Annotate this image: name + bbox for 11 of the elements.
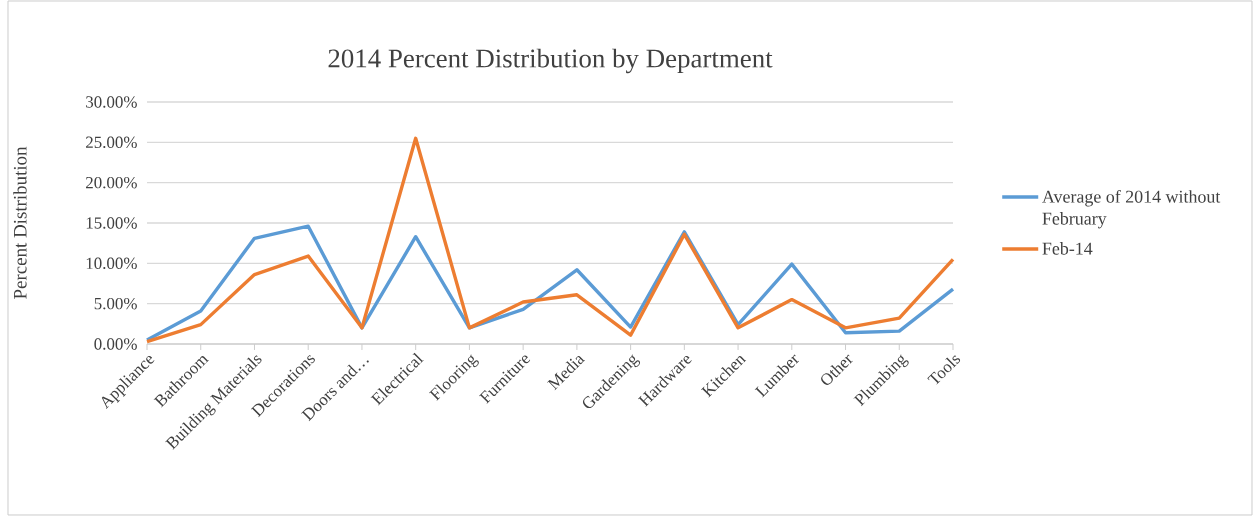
y-tick-label: 15.00% <box>86 217 137 229</box>
y-tick-label: 30.00% <box>86 96 137 108</box>
legend-label: Average of 2014 without February <box>1042 189 1221 229</box>
legend-label: Feb-14 <box>1042 242 1093 255</box>
y-tick-label: 5.00% <box>94 297 137 310</box>
y-axis-title: Percent Distribution <box>13 146 27 299</box>
y-tick-label: 20.00% <box>86 176 137 189</box>
y-tick-label: 10.00% <box>86 257 137 270</box>
chart-title: 2014 Percent Distribution by Department <box>328 48 773 74</box>
y-tick-label: 0.00% <box>94 338 137 350</box>
y-tick-label: 25.00% <box>86 136 137 149</box>
